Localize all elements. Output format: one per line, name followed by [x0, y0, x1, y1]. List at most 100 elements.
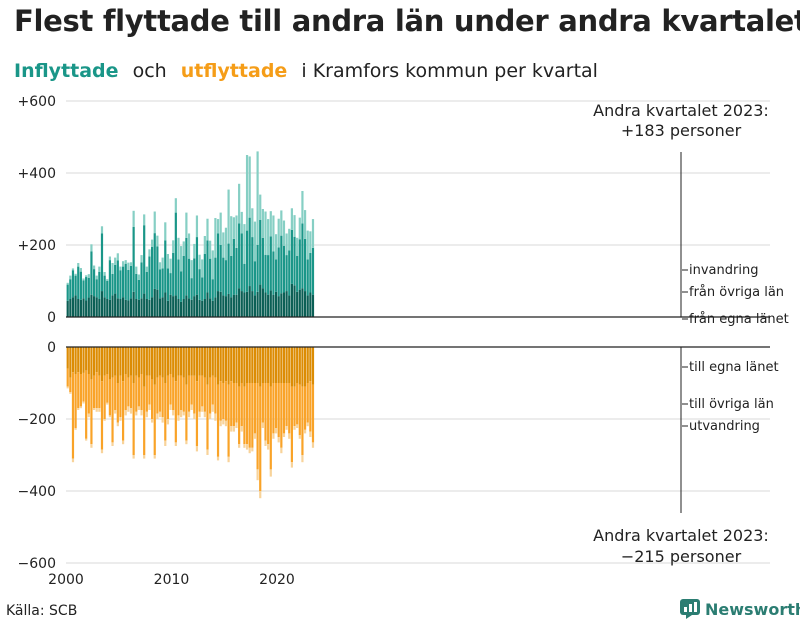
bar-out-utvandring [277, 437, 280, 443]
bar-in-egna [201, 300, 204, 317]
bar-out-utvandring [106, 402, 109, 405]
bar-out-utvandring [180, 410, 183, 418]
bar-out-egna [238, 347, 241, 387]
bar-in-invandring [206, 218, 209, 241]
bar-out-egna [227, 347, 230, 385]
bar-out-ovriga [195, 381, 199, 446]
bar-in-egna [195, 294, 199, 317]
bar-out-ovriga [301, 386, 304, 455]
chart-title: Flest flyttade till andra län under andr… [14, 4, 800, 38]
bar-out-ovriga [129, 375, 133, 409]
annotation-top-text: Andra kvartalet 2023: [593, 101, 769, 120]
bar-in-ovriga [172, 252, 175, 297]
bar-in-ovriga [156, 246, 159, 290]
bar-out-egna [245, 347, 249, 383]
bar-out-egna [77, 347, 80, 373]
bar-out-ovriga [90, 379, 93, 445]
bar-out-ovriga [261, 383, 264, 423]
bar-out-egna [135, 347, 138, 376]
series-label-in: invandring [689, 263, 758, 278]
bar-in-ovriga [164, 240, 167, 293]
bar-out-utvandring [172, 410, 175, 416]
bar-in-egna [227, 293, 230, 317]
bar-in-ovriga [79, 271, 82, 300]
bar-in-egna [127, 300, 130, 317]
bar-out-utvandring [309, 431, 312, 437]
bar-in-ovriga [177, 259, 180, 299]
bar-in-egna [267, 294, 270, 317]
bar-in-ovriga [166, 268, 170, 301]
bar-out-utvandring [182, 411, 185, 416]
bar-in-invandring [174, 198, 177, 213]
y-axis-labels: +600 +400 +200 0 −200 −400 −600 0 [18, 94, 56, 572]
bar-out-ovriga [224, 381, 228, 421]
bar-in-ovriga [209, 258, 212, 299]
bar-in-invandring [145, 266, 148, 272]
bar-in-egna [198, 299, 201, 317]
bar-out-ovriga [272, 383, 275, 434]
bar-out-utvandring [116, 422, 119, 427]
bar-in-ovriga [108, 260, 111, 300]
bar-in-invandring [87, 274, 90, 278]
bar-out-ovriga [288, 383, 291, 434]
bar-in-ovriga [90, 251, 93, 295]
bar-in-invandring [106, 279, 109, 281]
bar-out-ovriga [143, 386, 146, 455]
bar-in-egna [282, 292, 286, 317]
bar-out-egna [114, 347, 117, 376]
bar-in-invandring [92, 265, 96, 270]
x-tick-label: 2010 [154, 572, 190, 588]
bar-out-egna [74, 347, 77, 374]
bar-in-egna [240, 291, 243, 317]
bar-out-ovriga [135, 375, 138, 412]
bar-in-egna [95, 297, 98, 317]
bar-in-ovriga [77, 266, 80, 299]
bar-in-invandring [232, 217, 235, 239]
bar-in-egna [129, 298, 133, 317]
bar-out-egna [201, 347, 204, 376]
bar-in-invandring [311, 219, 315, 248]
bar-in-invandring [272, 215, 275, 252]
bar-out-utvandring [251, 447, 254, 452]
bar-out-ovriga [174, 381, 177, 443]
bar-in-ovriga [187, 258, 191, 299]
bar-in-egna [132, 291, 135, 317]
bar-out-utvandring [103, 419, 106, 421]
bar-in-egna [280, 293, 283, 317]
bar-out-ovriga [148, 375, 151, 405]
bar-out-ovriga [267, 383, 270, 445]
bar-out-ovriga [79, 374, 82, 407]
bar-out-ovriga [201, 375, 204, 407]
bar-in-ovriga [256, 245, 259, 292]
bar-out-utvandring [169, 404, 172, 410]
bar-out-ovriga [124, 374, 127, 410]
bar-out-utvandring [235, 422, 238, 428]
bar-out-egna [203, 347, 206, 378]
bar-out-ovriga [198, 375, 201, 412]
bar-in-egna [77, 299, 80, 317]
bar-out-ovriga [269, 386, 272, 470]
bar-in-invandring [280, 210, 283, 236]
annotation-bottom-text: Andra kvartalet 2023: [593, 526, 769, 545]
bar-in-ovriga [235, 247, 238, 295]
bar-out-ovriga [303, 386, 307, 430]
bar-out-ovriga [206, 384, 209, 450]
x-tick-label: 2020 [259, 572, 295, 588]
bar-out-egna [151, 347, 154, 380]
bar-out-egna [309, 347, 312, 382]
bar-in-invandring [193, 243, 196, 259]
bar-in-invandring [114, 257, 117, 265]
newsworthy-logo-icon [680, 599, 700, 619]
bar-out-ovriga [98, 375, 101, 409]
bar-in-ovriga [92, 269, 96, 297]
bar-in-egna [92, 296, 96, 317]
bar-out-ovriga [253, 383, 257, 434]
bar-in-egna [193, 296, 196, 317]
bar-in-ovriga [282, 245, 286, 293]
bar-out-ovriga [190, 375, 193, 405]
bar-in-invandring [309, 231, 312, 253]
bar-out-egna [156, 347, 159, 378]
bar-in-ovriga [103, 275, 106, 298]
bar-in-invandring [201, 259, 204, 278]
